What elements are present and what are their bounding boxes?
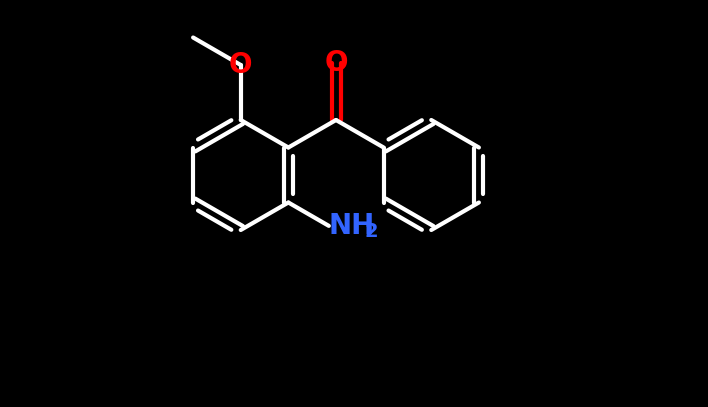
Text: O: O — [324, 49, 348, 77]
Text: NH: NH — [329, 212, 375, 240]
Text: 2: 2 — [365, 222, 379, 241]
Text: O: O — [229, 51, 253, 79]
